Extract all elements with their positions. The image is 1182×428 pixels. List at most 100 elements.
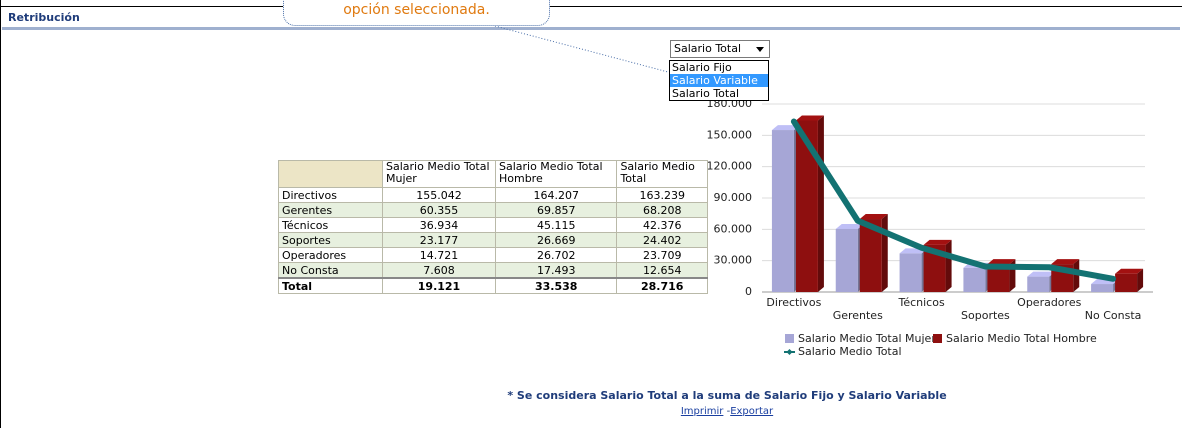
cell: 28.716 <box>616 277 708 294</box>
bar-side <box>1137 268 1144 292</box>
cell: 7.608 <box>382 262 496 279</box>
bar-side <box>1073 259 1080 292</box>
row-label: Directivos <box>278 187 383 203</box>
cell: 26.702 <box>494 247 618 263</box>
top-border <box>0 6 1182 7</box>
column-header: Salario Medio Total Hombre <box>494 160 618 188</box>
print-link[interactable]: Imprimir <box>680 406 724 417</box>
section-title: Retribución <box>8 11 80 24</box>
legend-swatch <box>785 334 794 343</box>
bar-top <box>835 223 864 229</box>
legend-label: Salario Medio Total Hombre <box>946 332 1097 345</box>
bar <box>963 267 986 292</box>
row-label: Operadores <box>278 247 383 263</box>
bar-top <box>771 125 800 131</box>
bar <box>923 244 946 292</box>
data-table: Salario Medio Total Mujer Salario Medio T… <box>278 160 708 294</box>
cell: 23.177 <box>382 232 496 248</box>
total-row: Total 19.121 33.538 28.716 <box>278 277 708 294</box>
row-label: No Consta <box>278 262 383 279</box>
bar <box>987 264 1010 292</box>
cell: 23.709 <box>616 247 708 263</box>
x-tick-label: Gerentes <box>833 309 883 322</box>
bar <box>1027 276 1050 292</box>
cell: 164.207 <box>494 187 618 203</box>
title-rule <box>2 27 1180 30</box>
cell: 45.115 <box>494 217 618 233</box>
x-tick-label: Directivos <box>766 296 821 309</box>
x-tick-label: Operadores <box>1017 296 1081 309</box>
bar <box>899 253 922 292</box>
y-tick-label: 150.000 <box>707 128 753 141</box>
cell: 14.721 <box>382 247 496 263</box>
legend-swatch <box>786 349 793 355</box>
bar <box>1091 284 1114 292</box>
table-row: Gerentes 60.355 69.857 68.208 <box>278 202 708 218</box>
bar-top <box>923 239 952 245</box>
dropdown-option[interactable]: Salario Total <box>672 87 740 100</box>
bar-top <box>795 115 824 121</box>
corner-cell <box>278 160 383 188</box>
bar <box>859 219 882 292</box>
y-tick-label: 0 <box>745 285 752 298</box>
bar <box>795 120 818 293</box>
bar-top <box>1115 268 1144 274</box>
table-row: Soportes 23.177 26.669 24.402 <box>278 232 708 248</box>
callout: opción seleccionada. <box>283 0 550 26</box>
cell: 42.376 <box>616 217 708 233</box>
dropdown-list: Salario Fijo Salario Variable Salario Tota… <box>669 60 769 101</box>
header-row: Salario Medio Total Mujer Salario Medio T… <box>278 160 708 188</box>
cell: 36.934 <box>382 217 496 233</box>
y-tick-label: 60.000 <box>714 222 753 235</box>
bar-side <box>817 115 824 293</box>
cell: 12.654 <box>616 262 708 279</box>
cell: 163.239 <box>616 187 708 203</box>
cell: 33.538 <box>494 277 618 294</box>
y-tick-label: 120.000 <box>707 160 753 173</box>
bar-side <box>945 239 952 292</box>
table-row: No Consta 7.608 17.493 12.654 <box>278 262 708 279</box>
table-row: Técnicos 36.934 45.115 42.376 <box>278 217 708 233</box>
links: Imprimir -Exportar <box>0 406 1182 417</box>
export-link[interactable]: Exportar <box>730 406 774 417</box>
bar-top <box>987 259 1016 265</box>
dropdown-value: Salario Total <box>674 42 742 55</box>
legend-label: Salario Medio Total <box>798 345 902 358</box>
dropdown-option[interactable]: Salario Fijo <box>672 61 732 74</box>
dropdown[interactable]: Salario Total <box>670 40 770 58</box>
footnote: * Se considera Salario Total a la suma d… <box>507 389 947 402</box>
bar <box>835 228 858 292</box>
dropdown-option[interactable]: Salario Variable <box>670 74 768 87</box>
cell: 26.669 <box>494 232 618 248</box>
bar <box>1115 273 1138 292</box>
row-label: Gerentes <box>278 202 383 218</box>
table-row: Directivos 155.042 164.207 163.239 <box>278 187 708 203</box>
x-tick-label: Técnicos <box>897 296 944 309</box>
row-label: Soportes <box>278 232 383 248</box>
row-label: Técnicos <box>278 217 383 233</box>
cell: 68.208 <box>616 202 708 218</box>
cell: 19.121 <box>382 277 496 294</box>
bar-top <box>1051 259 1080 265</box>
bar-top <box>1027 271 1056 277</box>
x-tick-label: No Consta <box>1085 309 1142 322</box>
cell: 60.355 <box>382 202 496 218</box>
callout-text: opción seleccionada. <box>343 2 490 18</box>
legend-label: Salario Medio Total Mujer <box>798 332 936 345</box>
bar-side <box>881 214 888 292</box>
x-tick-label: Soportes <box>961 309 1010 322</box>
legend-swatch <box>933 334 942 343</box>
cell: 24.402 <box>616 232 708 248</box>
cell: 69.857 <box>494 202 618 218</box>
callout-pointer <box>494 25 669 73</box>
bar <box>771 130 794 292</box>
cell: 155.042 <box>382 187 496 203</box>
column-header: Salario Medio Total <box>616 160 708 188</box>
row-label: Total <box>278 277 383 294</box>
y-tick-label: 30.000 <box>714 254 753 267</box>
table-row: Operadores 14.721 26.702 23.709 <box>278 247 708 263</box>
column-header: Salario Medio Total Mujer <box>382 160 496 188</box>
line-series <box>790 118 1117 282</box>
